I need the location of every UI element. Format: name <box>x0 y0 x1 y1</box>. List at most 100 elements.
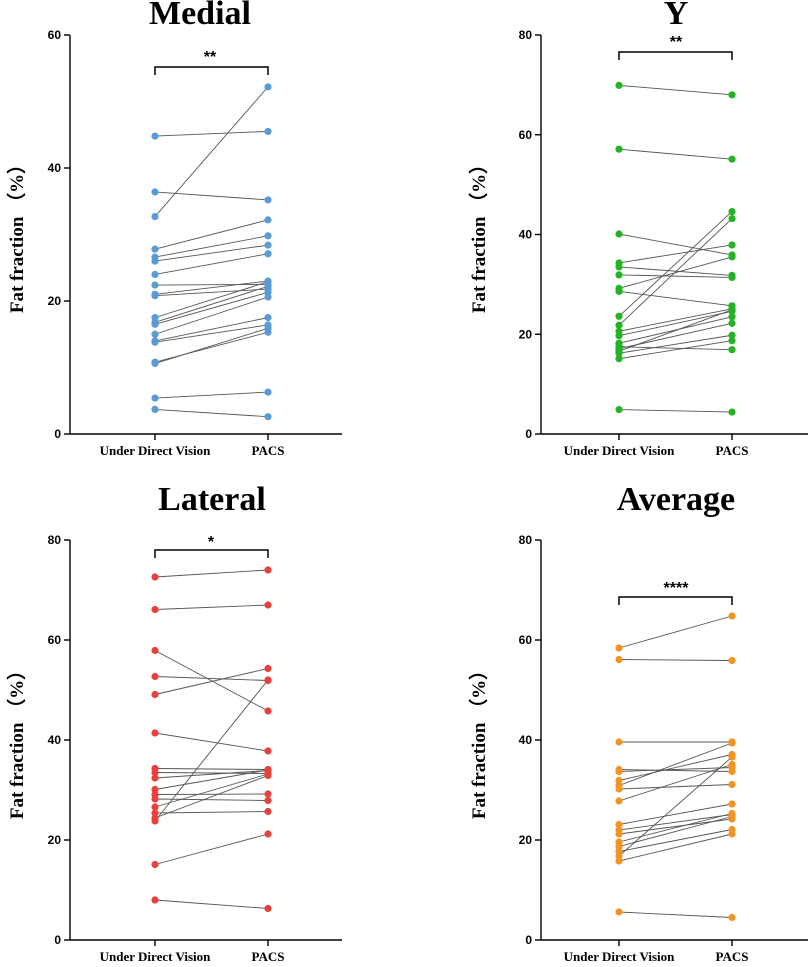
data-point-direct-vision <box>151 320 159 328</box>
data-point-pacs <box>728 612 736 620</box>
data-point-direct-vision <box>151 188 159 196</box>
data-point-pacs <box>728 273 736 281</box>
data-point-direct-vision <box>151 292 159 300</box>
data-point-pacs <box>264 216 272 224</box>
pair-line <box>154 244 269 262</box>
data-point-pacs <box>728 319 736 327</box>
y-tick-label: 40 <box>519 733 533 747</box>
pair-line <box>154 770 269 779</box>
data-point-pacs <box>264 707 272 715</box>
data-point-pacs <box>728 408 736 416</box>
pair-line <box>618 84 733 96</box>
pair-line <box>618 615 733 649</box>
pair-line <box>154 235 269 258</box>
data-point-direct-vision <box>151 690 159 699</box>
pair-line <box>618 290 733 307</box>
data-point-pacs <box>264 790 272 798</box>
pair-line <box>618 256 733 289</box>
data-point-direct-vision <box>151 729 159 737</box>
data-point-pacs <box>264 196 272 204</box>
data-point-pacs <box>728 812 736 821</box>
pair-line <box>154 281 269 319</box>
pair-line <box>618 340 733 360</box>
pair-line <box>618 769 733 772</box>
pair-line <box>618 244 733 264</box>
pair-line <box>154 408 269 418</box>
data-point-direct-vision <box>151 330 159 338</box>
panel-title: Medial <box>149 0 251 32</box>
x-category-label: Under Direct Vision <box>564 443 676 458</box>
panel-title: Y <box>664 0 689 32</box>
data-point-direct-vision <box>151 672 159 681</box>
y-tick-label: 80 <box>519 533 533 547</box>
panel-y: Y Fat fraction （%） Under Direct Vision P… <box>467 0 808 458</box>
data-point-pacs <box>264 807 272 816</box>
x-category-label: PACS <box>716 949 749 964</box>
data-point-direct-vision <box>151 212 159 221</box>
pair-line <box>154 604 269 610</box>
pair-line <box>618 409 733 413</box>
data-point-pacs <box>728 214 736 223</box>
data-point-direct-vision <box>615 857 623 865</box>
pair-line <box>618 308 733 332</box>
data-point-direct-vision <box>615 405 623 414</box>
data-point-pacs <box>728 331 736 339</box>
pair-line <box>618 309 733 352</box>
y-axis-label: Fat fraction （%） <box>467 661 490 819</box>
pair-line <box>154 650 269 712</box>
data-point-pacs <box>728 760 736 769</box>
data-point-direct-vision <box>151 270 159 278</box>
data-point-direct-vision <box>615 908 623 916</box>
y-tick-label: 0 <box>54 427 61 441</box>
pair-line <box>618 814 733 831</box>
data-point-pacs <box>264 796 272 805</box>
data-point-direct-vision <box>151 245 159 253</box>
pair-line <box>618 784 733 790</box>
data-point-direct-vision <box>151 573 159 581</box>
x-category-label: Under Direct Vision <box>564 949 676 964</box>
x-category-label: Under Direct Vision <box>100 443 212 458</box>
y-tick-label: 0 <box>54 933 61 947</box>
y-tick-label: 40 <box>48 733 62 747</box>
y-tick-label: 40 <box>519 228 533 242</box>
y-axis-label: Fat fraction （%） <box>5 155 28 313</box>
pair-line <box>154 296 269 335</box>
data-point-pacs <box>728 656 736 665</box>
y-tick-label: 0 <box>525 427 532 441</box>
pair-line <box>154 391 269 399</box>
pair-line <box>154 285 269 323</box>
data-point-pacs <box>264 413 272 421</box>
data-point-pacs <box>728 346 736 354</box>
y-tick-label: 60 <box>48 28 62 42</box>
pair-line <box>154 769 269 790</box>
data-point-pacs <box>264 314 272 322</box>
data-point-pacs <box>264 830 272 838</box>
y-tick-label: 20 <box>519 833 533 847</box>
pair-line <box>618 829 733 852</box>
data-point-pacs <box>264 282 272 290</box>
pair-line <box>618 316 733 344</box>
data-point-direct-vision <box>151 394 159 402</box>
data-point-pacs <box>264 241 272 249</box>
data-point-pacs <box>264 771 272 780</box>
significance-bracket <box>154 66 269 75</box>
data-point-direct-vision <box>615 287 623 295</box>
data-point-direct-vision <box>151 359 159 368</box>
data-point-direct-vision <box>151 281 159 289</box>
data-point-direct-vision <box>615 785 623 793</box>
pair-line <box>154 327 269 364</box>
data-point-direct-vision <box>615 230 623 238</box>
data-point-direct-vision <box>615 797 623 805</box>
significance-bracket <box>618 51 733 60</box>
panel-title: Lateral <box>158 481 266 518</box>
y-tick-label: 20 <box>48 833 62 847</box>
data-point-pacs <box>728 241 736 249</box>
pair-line <box>154 679 269 822</box>
data-point-pacs <box>264 388 272 396</box>
data-point-direct-vision <box>615 145 623 153</box>
data-point-direct-vision <box>151 338 159 346</box>
significance-label: **** <box>664 580 690 597</box>
data-point-pacs <box>728 337 736 345</box>
significance-label: ** <box>670 34 683 51</box>
panel-average: Average Fat fraction （%） Under Direct Vi… <box>467 481 808 964</box>
